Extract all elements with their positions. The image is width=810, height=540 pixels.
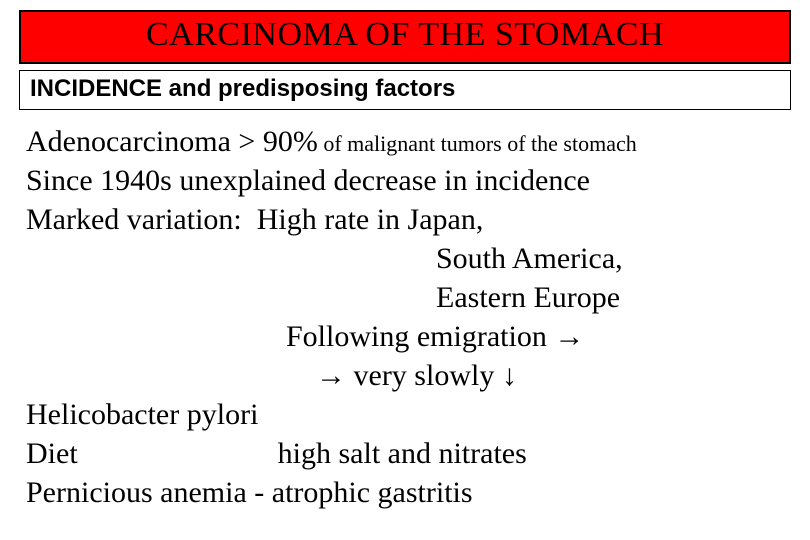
body-line-9a: Diet: [26, 437, 78, 470]
slide-container: CARCINOMA OF THE STOMACH INCIDENCE and p…: [0, 0, 810, 540]
body-text: Adenocarcinoma > 90% of malignant tumors…: [18, 122, 792, 512]
body-line-5: Eastern Europe: [26, 278, 792, 317]
title-box: CARCINOMA OF THE STOMACH: [19, 10, 791, 64]
body-line-6: Following emigration →: [26, 317, 792, 356]
body-line-4: South America,: [26, 239, 792, 278]
body-line-7: → very slowly ↓: [26, 356, 792, 395]
body-line-2: Since 1940s unexplained decrease in inci…: [26, 161, 792, 200]
subtitle-box: INCIDENCE and predisposing factors: [19, 70, 791, 110]
body-line-9b: high salt and nitrates: [278, 437, 527, 470]
body-line-3: Marked variation: High rate in Japan,: [26, 200, 792, 239]
body-line-9: Diet high salt and nitrates: [26, 434, 792, 473]
slide-subtitle: INCIDENCE and predisposing factors: [30, 75, 455, 102]
body-line-1a: Adenocarcinoma > 90%: [26, 125, 318, 158]
slide-title: CARCINOMA OF THE STOMACH: [146, 16, 664, 53]
body-line-1: Adenocarcinoma > 90% of malignant tumors…: [26, 122, 792, 161]
body-line-8: Helicobacter pylori: [26, 395, 792, 434]
body-line-10: Pernicious anemia - atrophic gastritis: [26, 473, 792, 512]
body-line-1b: of malignant tumors of the stomach: [318, 131, 637, 156]
